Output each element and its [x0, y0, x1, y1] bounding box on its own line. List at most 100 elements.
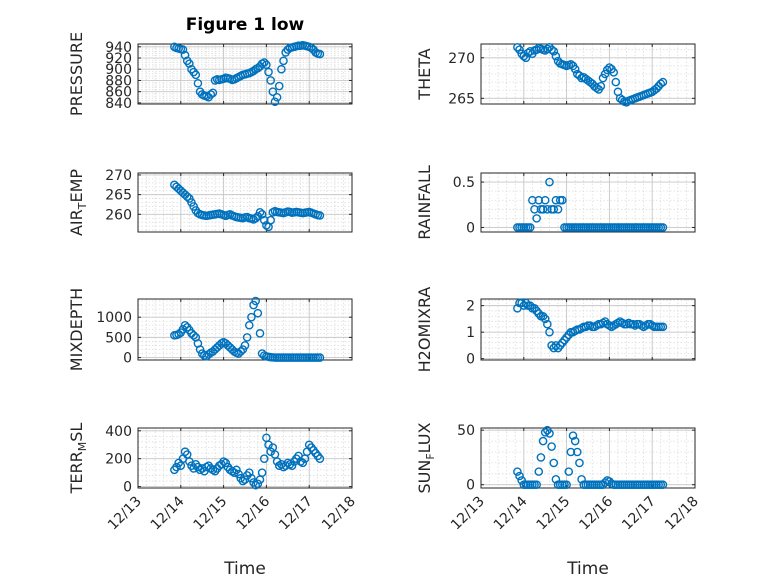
y-axis-label-3: RAINFALL — [415, 165, 434, 240]
data-point — [287, 461, 297, 470]
data-point — [262, 221, 271, 230]
data-point — [268, 87, 278, 96]
data-point — [189, 331, 198, 340]
data-point — [547, 442, 556, 451]
data-point — [525, 223, 535, 232]
data-point — [315, 454, 325, 463]
data-point — [600, 69, 610, 79]
y-tick-label: 900 — [105, 62, 132, 78]
y-tick-label: 880 — [105, 73, 132, 89]
data-point — [652, 84, 661, 93]
data-point — [538, 205, 548, 214]
data-point — [259, 454, 269, 463]
data-point — [266, 447, 275, 457]
data-point — [611, 77, 621, 87]
data-point — [598, 480, 608, 490]
data-point — [244, 320, 254, 330]
data-point — [277, 64, 286, 74]
data-point — [180, 320, 190, 330]
data-point — [540, 428, 550, 437]
data-point — [658, 77, 668, 87]
data-point — [178, 45, 188, 54]
y-axis-label-7: SUNFLUX — [415, 422, 437, 493]
y-axis-label-0: PRESSURE — [67, 32, 86, 116]
data-point — [272, 457, 282, 466]
data-point — [185, 59, 194, 68]
y-tick-label: 0 — [123, 480, 132, 496]
data-point — [562, 480, 571, 490]
data-point — [521, 53, 531, 63]
data-point — [538, 436, 548, 446]
data-point — [545, 327, 554, 337]
y-tick-label: 50 — [457, 423, 475, 439]
data-point — [596, 81, 606, 91]
data-point — [247, 473, 256, 483]
data-point — [577, 474, 586, 484]
data-point — [532, 214, 541, 223]
data-point — [575, 458, 584, 468]
data-point — [515, 471, 524, 481]
axes-box — [137, 172, 353, 233]
y-axis-label-5: H2OMIXRA — [415, 287, 434, 373]
axes-box — [137, 427, 353, 489]
data-point — [553, 205, 563, 214]
data-point — [249, 66, 258, 76]
data-point — [257, 468, 267, 477]
data-point — [251, 213, 260, 223]
data-point — [182, 192, 192, 201]
y-tick-label: 500 — [105, 330, 132, 346]
y-tick-label: 0 — [466, 220, 475, 236]
data-point — [234, 469, 243, 479]
y-tick-label: 1 — [466, 325, 475, 341]
data-point — [206, 464, 216, 473]
data-point — [264, 67, 273, 77]
y-tick-label: 0 — [123, 351, 132, 367]
axes-box — [480, 172, 696, 233]
panel-mixdepth: 0 500 1000 MIXDEPTH — [67, 288, 353, 371]
data-point — [259, 58, 269, 67]
data-point — [206, 90, 216, 99]
data-point — [232, 465, 241, 475]
data-point — [658, 480, 668, 490]
data-point — [244, 468, 254, 477]
data-point — [251, 480, 260, 490]
data-point — [605, 63, 614, 72]
data-point — [174, 329, 183, 339]
data-point — [298, 458, 308, 468]
data-point — [259, 215, 269, 225]
data-point — [180, 50, 190, 60]
data-point — [251, 296, 260, 306]
data-point — [204, 350, 213, 359]
data-point — [592, 83, 601, 93]
y-tick-label: 2 — [466, 299, 475, 315]
y-tick-label: 265 — [448, 91, 475, 107]
data-point — [543, 319, 552, 329]
data-point — [307, 43, 316, 53]
data-point — [255, 208, 265, 217]
y-tick-label: 1000 — [96, 310, 132, 326]
y-tick-label: 0 — [466, 478, 475, 494]
axes-box — [137, 298, 353, 361]
data-point — [315, 49, 325, 59]
data-point — [540, 314, 550, 324]
data-point — [566, 447, 576, 457]
data-point — [253, 63, 263, 73]
data-point — [236, 347, 246, 356]
data-point — [598, 73, 608, 83]
y-axis-label-2: AIRTEMP — [67, 169, 89, 236]
data-point — [266, 76, 275, 85]
x-axis-label-right: Time — [566, 559, 609, 579]
data-point — [570, 64, 580, 74]
data-point — [658, 223, 668, 232]
y-axis-label-1: THETA — [415, 48, 434, 100]
data-point — [238, 476, 248, 486]
data-point — [255, 329, 265, 338]
data-point — [515, 45, 524, 54]
data-point — [219, 457, 228, 466]
y-axis-label-6: TERRMSL — [67, 423, 89, 495]
data-point — [566, 59, 576, 69]
axes-box — [480, 298, 696, 361]
data-point — [274, 461, 284, 470]
